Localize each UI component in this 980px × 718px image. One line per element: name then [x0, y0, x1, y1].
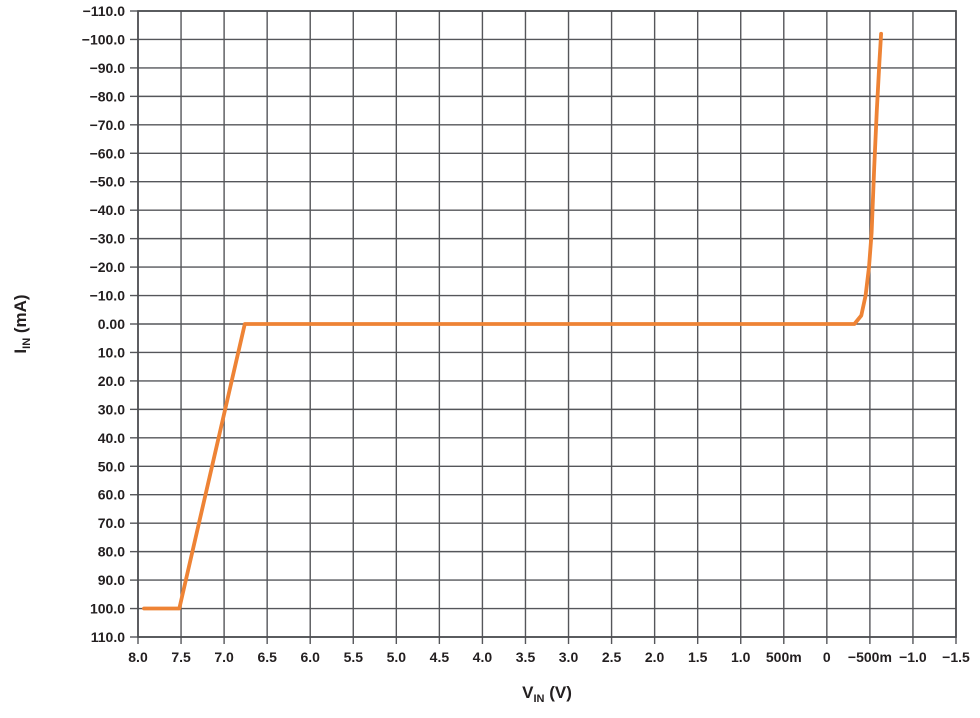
y-tick-label: −100.0 — [82, 32, 125, 48]
y-axis-title: IIN (mA) — [11, 294, 33, 353]
x-tick-label: 6.5 — [257, 649, 277, 665]
y-tick-label: −110.0 — [83, 3, 126, 19]
x-tick-label: 6.0 — [300, 649, 320, 665]
x-tick-label: 2.5 — [602, 649, 622, 665]
y-tick-label: −30.0 — [90, 231, 126, 247]
y-tick-label: −70.0 — [90, 117, 126, 133]
x-tick-label: 3.0 — [559, 649, 579, 665]
x-tick-label: 1.5 — [688, 649, 708, 665]
x-tick-label: 500m — [766, 649, 802, 665]
y-tick-label: 90.0 — [98, 572, 125, 588]
y-tick-label: −80.0 — [90, 88, 126, 104]
y-tick-label: 30.0 — [98, 401, 125, 417]
x-tick-label: −1.0 — [899, 649, 927, 665]
y-tick-label: −40.0 — [90, 202, 126, 218]
y-tick-label: 80.0 — [98, 544, 125, 560]
x-tick-label: 5.0 — [387, 649, 407, 665]
x-tick-label: 7.0 — [214, 649, 234, 665]
y-tick-label: 110.0 — [91, 629, 125, 645]
x-tick-label: 4.5 — [430, 649, 450, 665]
plot-frame — [137, 10, 957, 638]
y-tick-label: −90.0 — [90, 60, 126, 76]
y-tick-label: 20.0 — [98, 373, 125, 389]
x-tick-label: 3.5 — [516, 649, 536, 665]
x-axis-title: VIN (V) — [522, 683, 572, 705]
x-tick-label: 8.0 — [128, 649, 148, 665]
y-tick-label: 50.0 — [98, 458, 125, 474]
x-tick-label: 0 — [823, 649, 831, 665]
x-tick-label: −500m — [848, 649, 892, 665]
y-tick-label: −50.0 — [90, 174, 126, 190]
x-tick-label: 1.0 — [731, 649, 751, 665]
x-tick-label: 4.0 — [473, 649, 493, 665]
x-tick-label: 5.5 — [344, 649, 364, 665]
x-tick-label: 7.5 — [171, 649, 191, 665]
y-tick-label: −20.0 — [90, 259, 126, 275]
y-tick-label: 60.0 — [98, 487, 125, 503]
x-tick-label: −1.5 — [942, 649, 970, 665]
y-tick-label: −10.0 — [90, 288, 126, 304]
y-tick-label: 40.0 — [98, 430, 125, 446]
y-tick-label: −60.0 — [90, 145, 126, 161]
y-tick-label: 100.0 — [90, 601, 125, 617]
gridlines — [130, 10, 957, 644]
y-tick-label: 70.0 — [98, 515, 125, 531]
x-tick-label: 2.0 — [645, 649, 665, 665]
current-curve — [142, 31, 883, 611]
y-tick-label: 0.00 — [98, 316, 125, 332]
y-tick-label: 10.0 — [98, 345, 125, 361]
